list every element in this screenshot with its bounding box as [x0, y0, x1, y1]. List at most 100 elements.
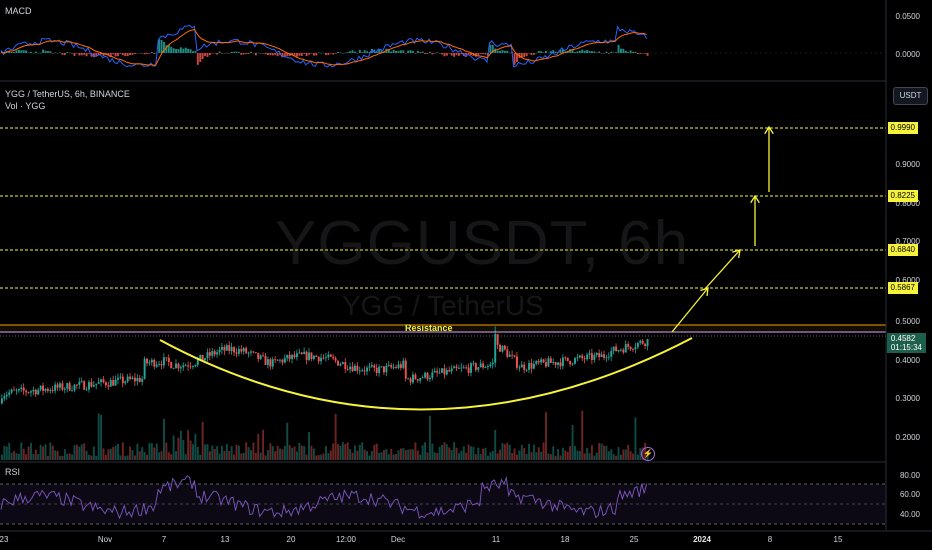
macd-histogram-bar — [448, 53, 451, 54]
volume-bar — [588, 453, 591, 460]
macd-histogram-bar — [482, 53, 485, 55]
macd-histogram-bar — [230, 51, 233, 53]
volume-bar — [467, 444, 470, 460]
macd-histogram-bar — [211, 53, 214, 54]
macd-histogram-bar — [61, 53, 64, 55]
volume-bar — [78, 446, 81, 460]
macd-histogram-bar — [571, 49, 574, 53]
volume-bar — [399, 448, 402, 460]
volume-bar — [22, 448, 25, 460]
candle-body — [535, 360, 538, 364]
candle-body — [351, 366, 354, 372]
macd-histogram-bar — [192, 51, 194, 53]
macd-histogram-bar — [312, 53, 315, 56]
macd-histogram-bar — [8, 50, 11, 53]
volume-bar — [25, 454, 28, 460]
volume-bar — [155, 443, 158, 460]
volume-bar — [363, 449, 366, 460]
macd-histogram-bar — [441, 53, 443, 55]
volume-bar — [373, 444, 376, 460]
candle-body — [114, 379, 117, 386]
candle-body — [578, 355, 581, 358]
macd-histogram-bar — [247, 53, 250, 54]
volume-bar — [516, 454, 518, 460]
macd-histogram-bar — [136, 52, 139, 54]
candle-body — [78, 381, 81, 385]
volume-bar — [501, 443, 504, 460]
volume-bar — [424, 442, 427, 460]
macd-histogram-bar — [30, 51, 32, 53]
macd-histogram-bar — [516, 53, 518, 62]
candle-body — [477, 367, 480, 370]
candle-body — [491, 362, 494, 365]
macd-histogram-bar — [554, 51, 557, 53]
macd-histogram-bar — [237, 52, 240, 53]
volume-bar — [92, 446, 95, 460]
macd-histogram-bar — [131, 53, 134, 55]
macd-histogram-bar — [257, 52, 260, 54]
volume-bar — [487, 455, 489, 460]
candle-body — [92, 385, 95, 387]
rsi-title[interactable]: RSI — [5, 467, 21, 477]
candle-body — [37, 389, 40, 395]
volume-bar — [27, 446, 30, 460]
candle-body — [172, 368, 175, 369]
symbol-legend[interactable]: YGG / TetherUS, 6h, BINANCE — [5, 89, 130, 99]
volume-bar — [402, 448, 405, 460]
currency-button[interactable]: USDT — [893, 87, 928, 105]
volume-bar — [247, 447, 250, 460]
volume-bar — [199, 454, 202, 460]
volume-bar — [182, 440, 185, 460]
volume-bar — [426, 452, 429, 460]
candle-body — [170, 362, 173, 369]
candle-body — [177, 363, 180, 369]
volume-legend[interactable]: Vol · YGG — [5, 101, 46, 111]
macd-histogram-bar — [88, 53, 90, 54]
volume-bar — [508, 444, 511, 460]
rsi-line — [0, 475, 648, 520]
macd-histogram-bar — [165, 45, 168, 53]
candle-body — [27, 392, 30, 394]
volume-bar — [129, 446, 132, 460]
candle-body — [346, 369, 349, 370]
candle-body — [443, 368, 446, 375]
macd-histogram-bar — [194, 50, 197, 53]
volume-bar — [477, 447, 480, 460]
candle-body — [223, 346, 226, 351]
macd-histogram-bar — [196, 53, 199, 65]
time-axis-label: 15 — [833, 535, 843, 544]
candle-body — [438, 372, 441, 374]
pane-separators — [0, 0, 932, 532]
macd-histogram-bar — [44, 50, 47, 53]
macd-histogram-bar — [295, 53, 298, 57]
candle-body — [259, 355, 262, 360]
macd-histogram-bar — [634, 51, 637, 53]
macd-histogram-bar — [233, 51, 236, 53]
volume-bar — [66, 453, 69, 460]
candle-body — [520, 364, 523, 368]
macd-title[interactable]: MACD — [5, 6, 32, 16]
volume-bar — [37, 453, 40, 460]
candle-body — [199, 354, 202, 360]
candle-body — [124, 381, 127, 384]
macd-histogram-bar — [549, 51, 552, 53]
candle-body — [158, 364, 161, 365]
candle-body — [622, 349, 625, 353]
time-axis-label: 18 — [560, 535, 570, 544]
volume-bar — [634, 417, 637, 460]
candle-body — [322, 357, 325, 359]
time-axis-label: 7 — [161, 535, 167, 544]
macd-histogram-bar — [576, 51, 579, 53]
volume-bar — [102, 448, 105, 460]
last-price-value: 0.4582 — [890, 334, 916, 343]
candle-body — [354, 365, 356, 372]
macd-histogram-bar — [431, 53, 434, 55]
time-axis-label: 8 — [767, 535, 773, 544]
volume-bar — [542, 442, 545, 460]
lightning-icon[interactable]: ⚡ — [641, 447, 655, 461]
candle-body — [257, 352, 260, 360]
volume-bar — [288, 445, 291, 460]
volume-bar — [303, 446, 306, 460]
macd-histogram-bar — [607, 53, 610, 54]
